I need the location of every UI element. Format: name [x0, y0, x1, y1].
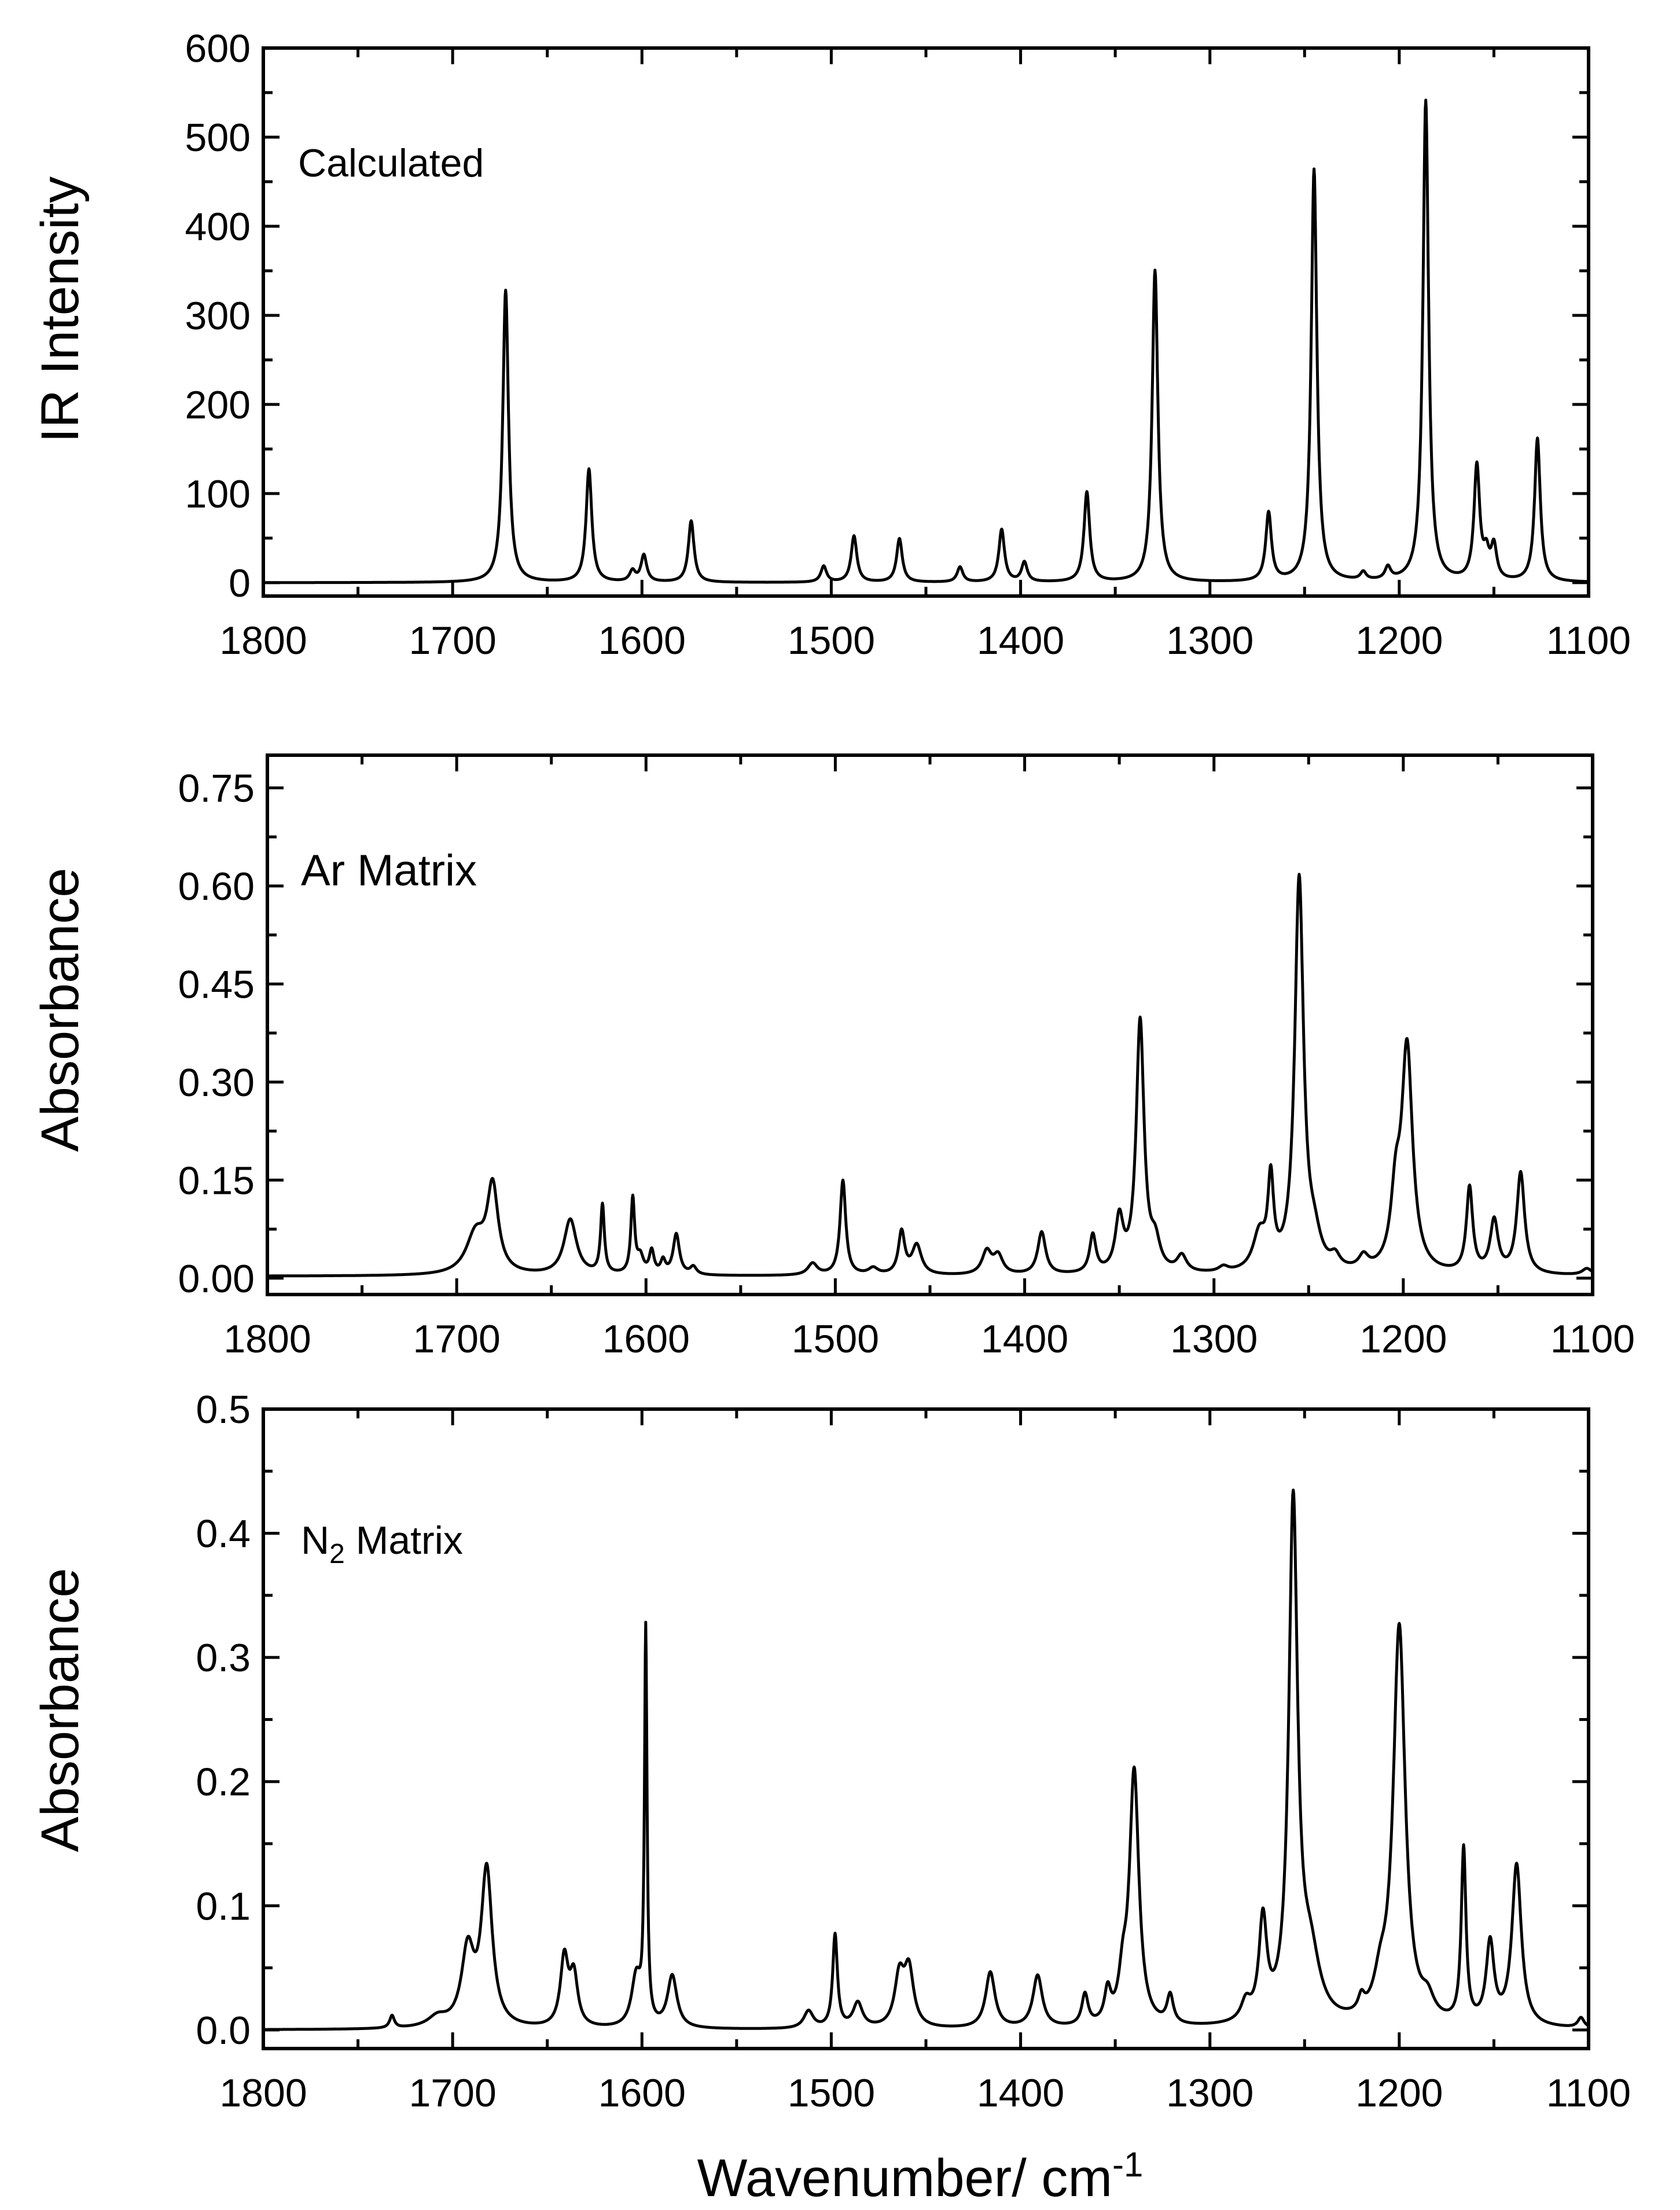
x-axis-label: Wavenumber/ cm-1 [697, 2145, 1144, 2208]
n2-annotation-subscript: 2 [329, 1539, 345, 1569]
n2-matrix-x-tick-label: 1300 [1166, 2071, 1253, 2115]
chart-calculated: IR Intensity Calculated 1800 1700 1600 1500… [31, 27, 1631, 663]
n2-matrix-x-tick-label: 1100 [1546, 2071, 1631, 2115]
ar-matrix-y-tick-label: 0.00 [178, 1257, 255, 1301]
calculated-y-tick-label: 500 [185, 116, 251, 160]
ar-matrix-annotation: Ar Matrix [301, 846, 477, 895]
n2-matrix-annotation: N2 Matrix [301, 1518, 463, 1569]
calculated-y-tick-label: 300 [185, 294, 251, 338]
n2-matrix-y-tick-label: 0.3 [196, 1636, 251, 1680]
ar-matrix-y-tick-label: 0.45 [178, 962, 255, 1006]
calculated-x-tick-label: 1200 [1355, 619, 1443, 663]
ar-matrix-y-tick-label: 0.60 [178, 865, 255, 909]
n2-matrix-y-axis-label: Absorbance [31, 1568, 90, 1852]
n2-matrix-y-tick-label: 0.2 [196, 1760, 251, 1804]
n2-matrix-spectrum-line [262, 1488, 1590, 2031]
calculated-x-tick-label: 1600 [598, 619, 686, 663]
n2-matrix-x-tick-label: 1400 [977, 2071, 1064, 2115]
n2-matrix-x-tick-label: 1500 [788, 2071, 875, 2115]
ar-matrix-x-tick-label: 1200 [1359, 1317, 1447, 1361]
calculated-x-tick-label: 1300 [1166, 619, 1253, 663]
calculated-y-tick-label: 400 [185, 205, 251, 249]
n2-matrix-x-tick-label: 1600 [598, 2071, 686, 2115]
ar-matrix-y-tick-label: 0.75 [178, 766, 255, 810]
n2-matrix-x-tick-label: 1200 [1355, 2071, 1443, 2115]
calculated-y-tick-label: 600 [185, 27, 251, 71]
ar-matrix-x-tick-label: 1100 [1550, 1317, 1635, 1361]
calculated-x-tick-label: 1100 [1546, 619, 1631, 663]
ar-matrix-spectrum-line [266, 873, 1594, 1278]
chart-n2-matrix: Absorbance N2 Matrix 1800 1700 1600 1500 140… [31, 1388, 1631, 2115]
ar-matrix-x-tick-label: 1400 [981, 1317, 1068, 1361]
x-axis-label-main: Wavenumber/ cm [697, 2149, 1112, 2208]
calculated-y-axis-label: IR Intensity [31, 176, 90, 443]
calculated-y-tick-label: 0 [229, 561, 251, 605]
n2-annotation-main: N [301, 1518, 329, 1562]
x-axis-label-superscript: -1 [1112, 2145, 1143, 2184]
ar-matrix-x-tick-label: 1700 [413, 1317, 501, 1361]
calculated-x-tick-label: 1800 [219, 619, 307, 663]
ar-matrix-y-tick-label: 0.15 [178, 1159, 255, 1203]
ar-matrix-x-tick-label: 1500 [792, 1317, 879, 1361]
n2-matrix-y-tick-label: 0.4 [196, 1512, 251, 1556]
ar-matrix-y-axis-label: Absorbance [31, 868, 90, 1152]
calculated-annotation: Calculated [298, 141, 484, 185]
ar-matrix-y-tick-label: 0.30 [178, 1061, 255, 1105]
calculated-x-tick-label: 1400 [977, 619, 1064, 663]
n2-matrix-x-tick-label: 1700 [409, 2071, 497, 2115]
ar-matrix-x-tick-label: 1800 [223, 1317, 311, 1361]
calculated-x-tick-label: 1700 [409, 619, 497, 663]
ar-matrix-x-tick-label: 1600 [602, 1317, 690, 1361]
n2-matrix-y-tick-label: 0.0 [196, 2009, 251, 2053]
ar-matrix-x-tick-label: 1300 [1170, 1317, 1258, 1361]
n2-matrix-y-tick-label: 0.5 [196, 1388, 251, 1432]
chart-ar-matrix: Absorbance Ar Matrix 1800 1700 1600 1500 140… [31, 753, 1635, 1361]
calculated-y-tick-label: 100 [185, 472, 251, 516]
calculated-spectrum-line [262, 98, 1590, 584]
n2-matrix-x-tick-label: 1800 [219, 2071, 307, 2115]
n2-matrix-y-tick-label: 0.1 [196, 1884, 251, 1928]
calculated-y-tick-label: 200 [185, 383, 251, 427]
n2-annotation-rest: Matrix [345, 1518, 463, 1562]
calculated-x-tick-label: 1500 [788, 619, 875, 663]
